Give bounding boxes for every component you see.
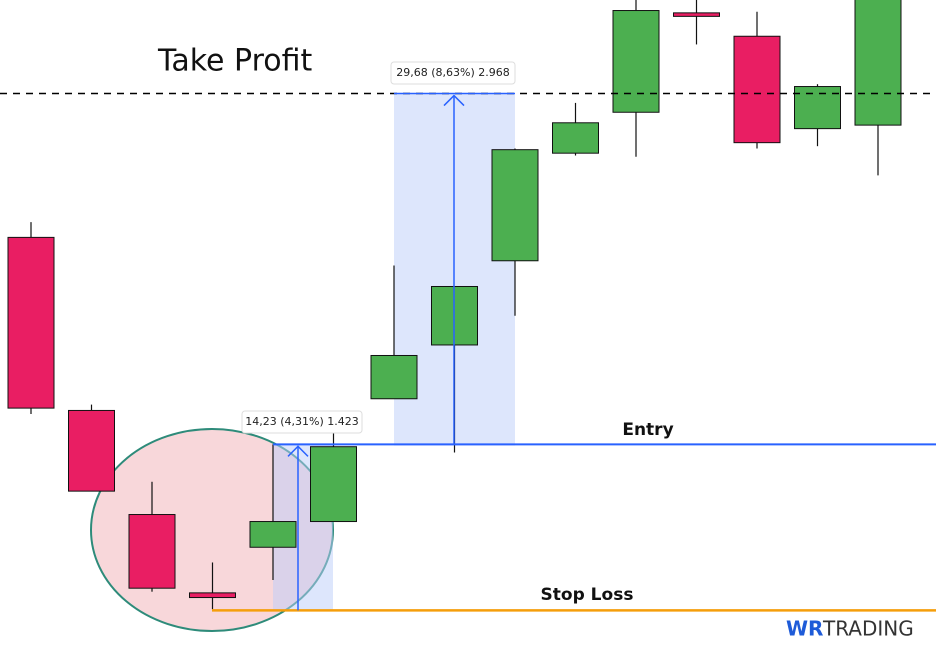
candle-body [310,446,357,523]
candle-body [854,0,902,126]
candle-body [128,514,176,589]
candle-body [733,35,781,144]
arrow-head [287,445,309,457]
candle-body [491,149,539,262]
level-label: Entry [622,420,673,440]
measure-label: 14,23 (4,31%) 1.423 [245,415,359,428]
logo: WR TRADING [786,617,914,641]
logo-text: TRADING [822,617,914,641]
measure-label-box [241,410,363,434]
candle-body [189,592,236,599]
measure-label: 29,68 (8,63%) 2.968 [396,66,510,79]
candle-body [68,409,115,492]
candle-body [612,10,660,113]
level-label: Take Profit [157,44,313,79]
level-label: Stop Loss [541,585,634,605]
candle-body [370,354,418,400]
measure-label-box [390,61,516,85]
candle-body [552,122,599,154]
candle-body [249,521,297,548]
logo-mark: WR [786,617,823,641]
candle-body [673,12,720,17]
candle-body [7,236,55,409]
arrow-head [443,94,465,107]
